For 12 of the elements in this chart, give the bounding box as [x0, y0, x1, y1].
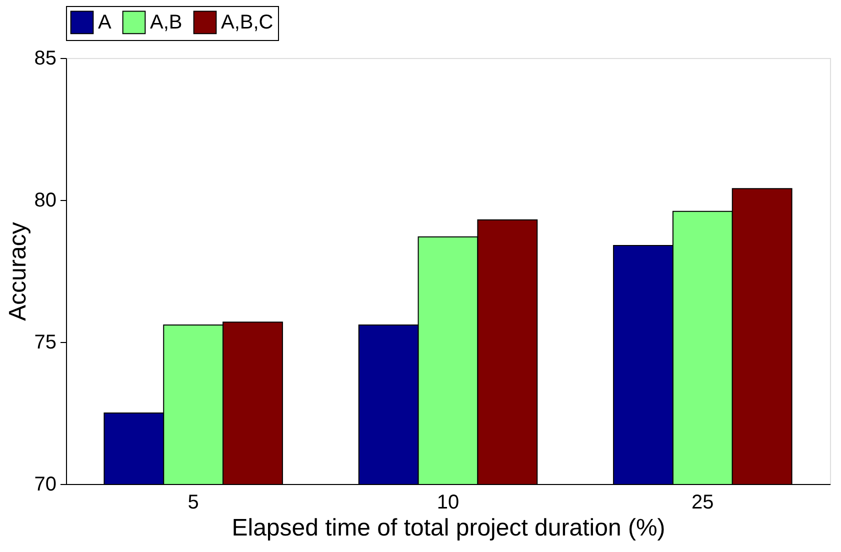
y-tick-label: 85 — [34, 48, 56, 70]
x-axis-title: Elapsed time of total project duration (%) — [232, 514, 666, 542]
y-tick-label: 75 — [34, 332, 56, 354]
y-tick-label: 80 — [34, 190, 56, 212]
legend-label: A,B,C — [221, 11, 274, 34]
legend-label: A — [98, 11, 112, 34]
legend-label: A,B — [150, 11, 182, 34]
y-tick-label: 70 — [34, 474, 56, 496]
x-tick-label: 5 — [188, 492, 199, 514]
y-axis-title: Accuracy — [4, 222, 32, 321]
x-tick-label: 25 — [692, 492, 714, 514]
x-tick-label: 10 — [436, 492, 460, 514]
